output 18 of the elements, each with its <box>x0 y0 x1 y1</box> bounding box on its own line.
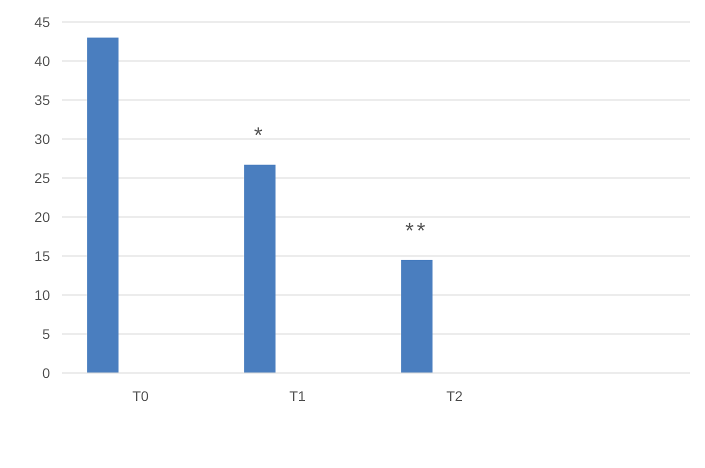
y-tick-label: 25 <box>34 170 50 186</box>
y-tick-label: 45 <box>34 14 50 30</box>
annotation: ** <box>405 218 428 243</box>
y-tick-label: 40 <box>34 52 50 69</box>
y-tick-label: 0 <box>42 364 50 381</box>
y-tick-label: 30 <box>34 130 50 147</box>
y-tick-label: 5 <box>42 326 50 342</box>
y-tick-label: 20 <box>34 208 50 225</box>
annotation: * <box>254 122 266 148</box>
y-tick-label: 35 <box>34 92 50 108</box>
y-tick-label: 10 <box>34 286 50 303</box>
x-tick-label: T0 <box>132 388 149 404</box>
bar <box>244 164 276 373</box>
bar <box>401 260 433 373</box>
x-tick-label: T2 <box>446 388 463 404</box>
y-tick-label: 15 <box>34 248 50 264</box>
bar <box>87 38 119 373</box>
x-tick-label: T1 <box>289 388 306 404</box>
